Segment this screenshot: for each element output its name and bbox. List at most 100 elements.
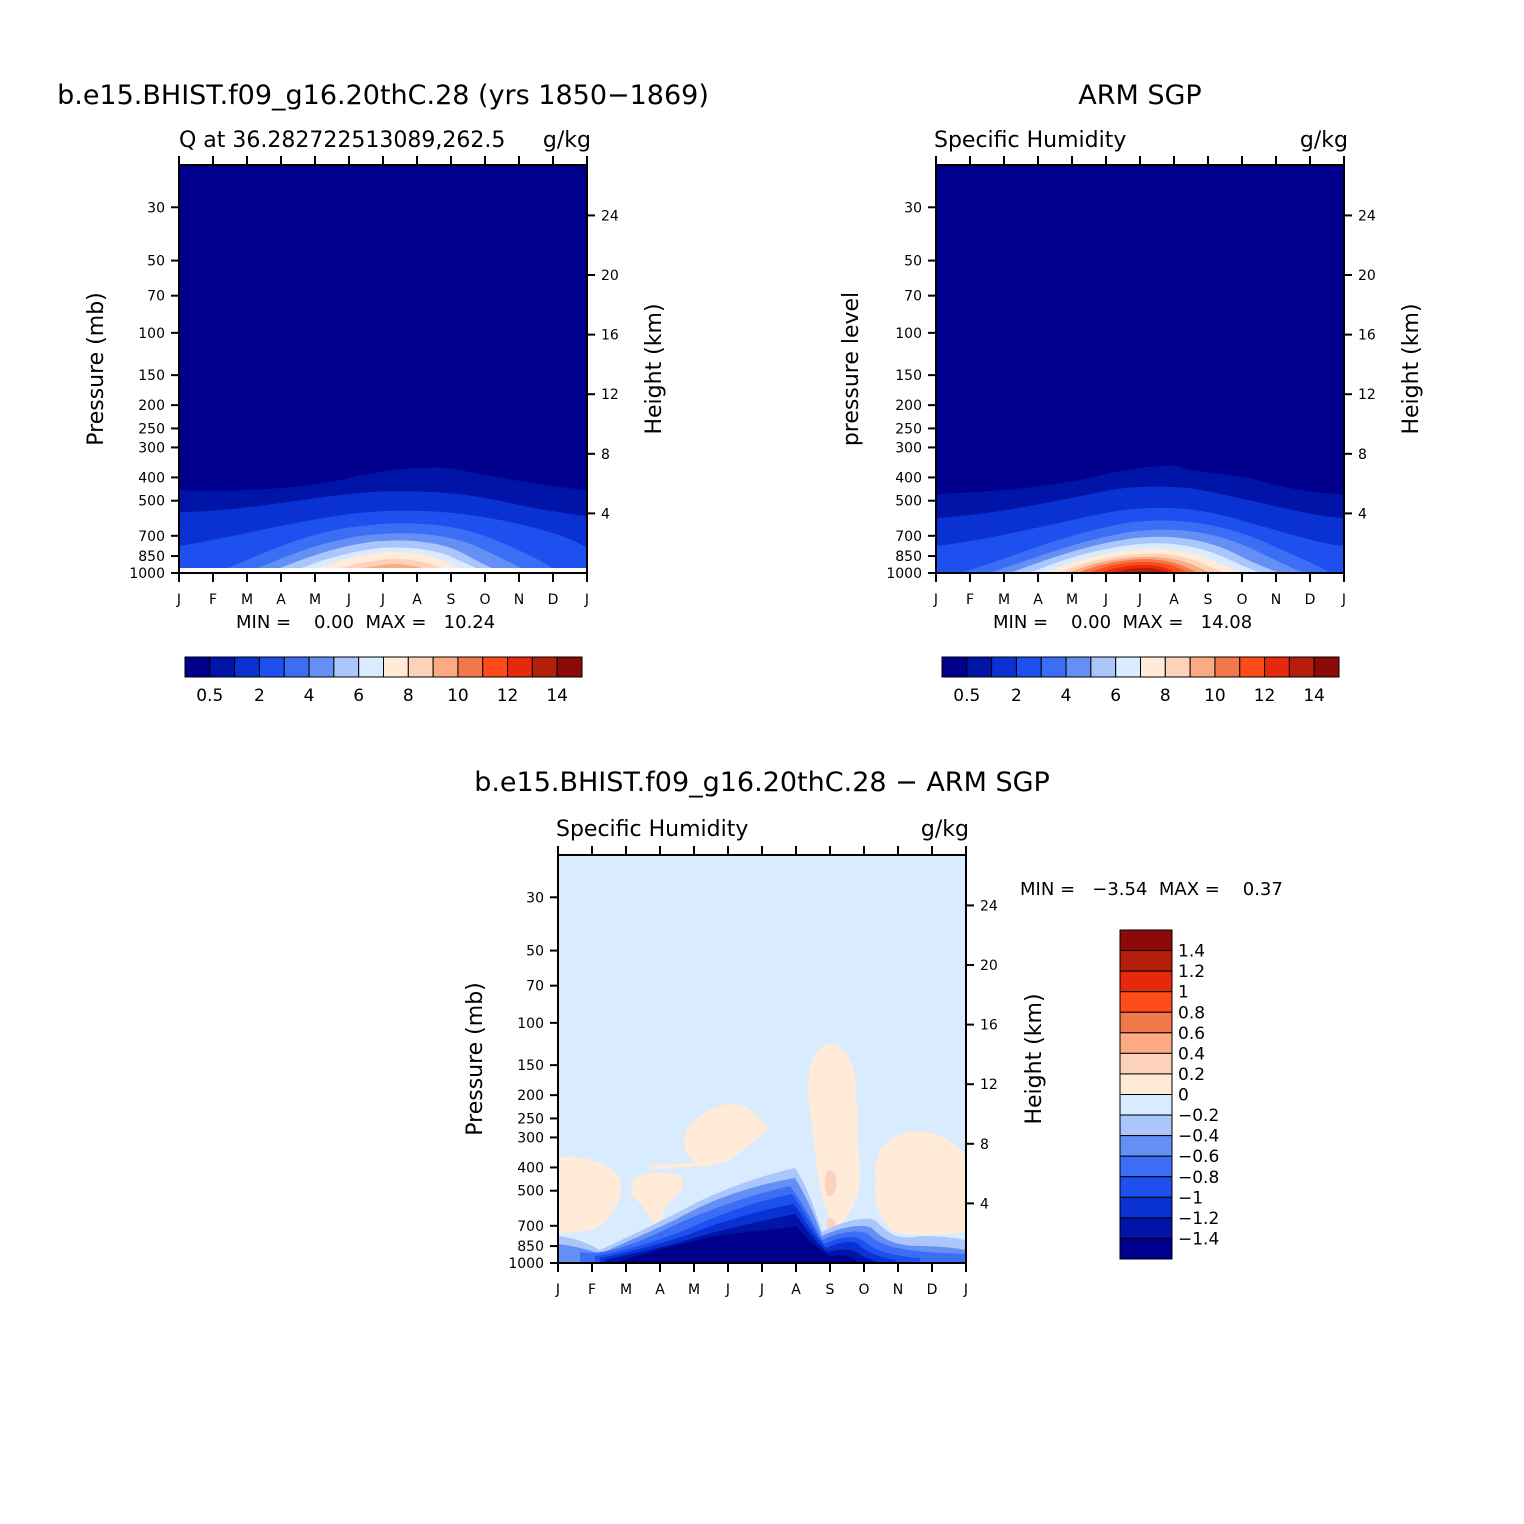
colorbar-swatch — [1119, 1052, 1173, 1075]
colorbar-label: 2 — [254, 686, 265, 706]
x-tick-label: J — [725, 1282, 730, 1298]
min-max-label: MIN = 0.00 MAX = 14.08 — [993, 612, 1252, 633]
colorbar-swatch — [358, 656, 384, 678]
colorbar-label: 0.8 — [1178, 1003, 1205, 1023]
y-right-axis: 24 20 16 12 8 4 — [587, 208, 619, 522]
colorbar-swatch — [1119, 991, 1173, 1013]
y-right-tick-label: 8 — [601, 447, 610, 463]
x-tick-label: F — [966, 592, 974, 608]
x-tick-label: J — [176, 592, 181, 608]
y-tick-label: 1000 — [129, 566, 165, 582]
colorbar-swatch — [1015, 656, 1042, 678]
colorbar-label: 6 — [353, 686, 364, 706]
y-tick-label: 850 — [138, 549, 165, 565]
x-tick-label: D — [548, 592, 559, 608]
y-tick-label: 700 — [517, 1219, 544, 1235]
y-right-tick-label: 4 — [601, 506, 610, 522]
colorbar-swatch — [1313, 656, 1340, 678]
contour-band — [874, 1131, 966, 1235]
colorbar-label: 10 — [447, 686, 469, 706]
colorbar-swatch — [333, 656, 360, 678]
y-tick-label: 400 — [138, 470, 165, 486]
y-tick-label: 1000 — [886, 566, 922, 582]
colorbar-swatch — [531, 656, 558, 678]
colorbar-swatch — [1119, 1094, 1173, 1116]
y-axis-label: Pressure (mb) — [463, 982, 488, 1136]
y-tick-label: 700 — [895, 529, 922, 545]
y-tick-label: 150 — [517, 1058, 544, 1074]
x-tick-label: A — [412, 592, 422, 608]
colorbar-label: −1 — [1178, 1188, 1203, 1208]
colorbar-swatch — [432, 656, 459, 678]
min-max-label: MIN = −3.54 MAX = 0.37 — [1020, 879, 1283, 900]
colorbar-swatch — [1189, 656, 1216, 678]
colorbar-swatch — [1119, 1073, 1173, 1095]
colorbar: 1.41.210.80.60.40.20−0.2−0.4−0.6−0.8−1−1… — [1119, 929, 1219, 1260]
panel-observation: ARM SGP Specific Humidity g/kg 305070100… — [839, 80, 1424, 706]
contour-band — [620, 1226, 858, 1263]
x-tick-label: D — [927, 1282, 938, 1298]
y-right-tick-label: 16 — [980, 1018, 998, 1034]
panel-subtitle-left: Specific Humidity — [556, 817, 748, 842]
y-tick-label: 50 — [147, 254, 165, 270]
y-axis-label: pressure level — [839, 292, 864, 446]
colorbar-swatch — [407, 656, 434, 678]
y-right-tick-label: 8 — [980, 1137, 989, 1153]
x-tick-label: M — [688, 1282, 700, 1298]
colorbar-label: −0.6 — [1178, 1147, 1219, 1167]
y-right-tick-label: 16 — [601, 328, 619, 344]
y-tick-label: 200 — [138, 398, 165, 414]
y-tick-label: 250 — [517, 1111, 544, 1127]
contour-field — [179, 165, 587, 573]
x-tick-label: O — [858, 1282, 869, 1298]
colorbar-swatch — [258, 656, 285, 678]
y-tick-label: 100 — [138, 326, 165, 342]
colorbar-label: 0.5 — [196, 686, 223, 706]
y-tick-label: 150 — [138, 368, 165, 384]
colorbar-swatch — [507, 656, 533, 678]
colorbar-label: 0.5 — [953, 686, 980, 706]
x-tick-label: D — [1305, 592, 1316, 608]
colorbar-label: 14 — [546, 686, 568, 706]
colorbar-swatch — [1119, 1237, 1173, 1260]
y-tick-label: 400 — [517, 1160, 544, 1176]
y-right-tick-label: 4 — [1358, 506, 1367, 522]
y-tick-label: 400 — [895, 470, 922, 486]
x-tick-label: A — [655, 1282, 665, 1298]
colorbar-swatch — [209, 656, 236, 678]
contour-band — [824, 1169, 837, 1197]
panel-subtitle-units: g/kg — [1300, 128, 1348, 153]
colorbar-swatch — [1119, 1217, 1173, 1239]
y-right-tick-label: 20 — [1358, 268, 1376, 284]
colorbar: 0.5 2 4 6 8 10 12 14 — [941, 656, 1340, 706]
y-right-tick-label: 4 — [980, 1196, 989, 1212]
y-tick-label: 200 — [517, 1088, 544, 1104]
x-tick-label: J — [346, 592, 351, 608]
contour-band — [649, 1162, 713, 1170]
colorbar-label: 8 — [403, 686, 414, 706]
colorbar-swatch — [1040, 656, 1067, 678]
colorbar-swatch — [1119, 1011, 1173, 1034]
y-tick-label: 250 — [895, 421, 922, 437]
y-tick-label: 300 — [895, 440, 922, 456]
colorbar-label: −0.4 — [1178, 1127, 1219, 1147]
x-tick-label: S — [1204, 592, 1213, 608]
x-tick-label: J — [759, 1282, 764, 1298]
y-tick-label: 700 — [138, 529, 165, 545]
y-right-tick-label: 16 — [1358, 328, 1376, 344]
x-tick-label: N — [1271, 592, 1281, 608]
y-tick-label: 1000 — [508, 1256, 544, 1272]
y-right-tick-label: 24 — [980, 898, 998, 914]
colorbar-label: 0.2 — [1178, 1065, 1205, 1085]
contour-band — [632, 1172, 684, 1228]
panel-subtitle-units: g/kg — [921, 817, 969, 842]
y-right-axis-label: Height (km) — [642, 303, 667, 434]
colorbar-swatch — [991, 656, 1017, 678]
y-right-axis: 24 20 16 12 8 4 — [1344, 208, 1376, 522]
y-right-tick-label: 24 — [1358, 208, 1376, 224]
x-tick-label: O — [1236, 592, 1247, 608]
x-tick-label: N — [893, 1282, 903, 1298]
colorbar-swatch — [1090, 656, 1117, 678]
